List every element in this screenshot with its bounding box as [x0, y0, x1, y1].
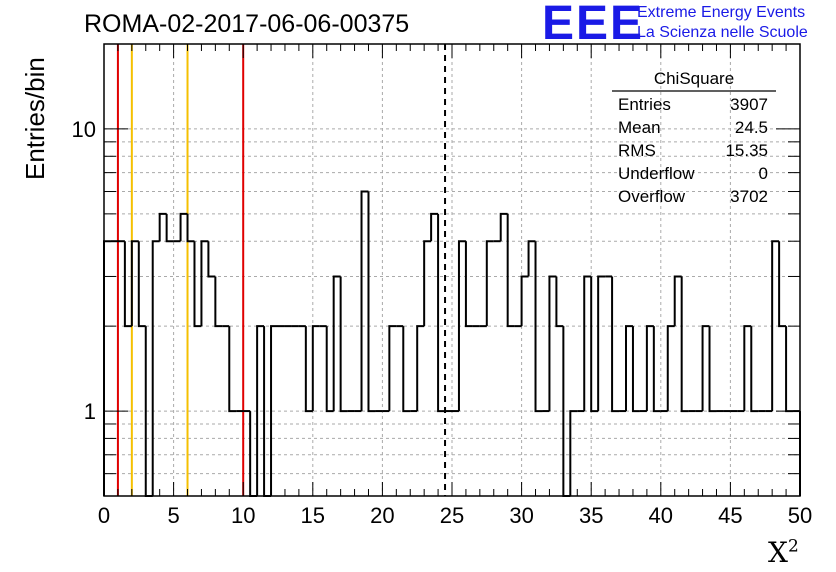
- histogram-bin: [750, 326, 759, 413]
- histogram-bin: [499, 212, 508, 242]
- x-tick-label: 20: [370, 503, 394, 528]
- histogram-bin: [457, 240, 466, 412]
- logo-line-2: La Scienza nelle Scuole: [637, 24, 808, 41]
- x-tick-label: 10: [231, 503, 255, 528]
- histogram-bin: [339, 276, 348, 413]
- histogram-bin: [304, 326, 313, 413]
- histogram-bin: [207, 241, 216, 278]
- x-tick-label: 30: [509, 503, 533, 528]
- histogram-bin: [666, 325, 675, 412]
- histogram-bin: [402, 326, 411, 413]
- histogram-bin: [214, 276, 223, 328]
- x-axis-label-base: X: [768, 536, 788, 569]
- histogram-bin: [645, 325, 654, 412]
- histogram-bin: [437, 213, 446, 413]
- stats-label-entries: Entries: [618, 95, 671, 114]
- chart-title: ROMA-02-2017-06-06-00375: [84, 10, 410, 38]
- histogram-bin: [785, 326, 794, 413]
- histogram-bin: [179, 212, 188, 242]
- histogram-bin: [367, 191, 376, 413]
- stats-label-mean: Mean: [618, 118, 661, 137]
- histogram-bin: [151, 240, 160, 496]
- histogram-bin: [590, 276, 599, 413]
- x-tick-label: 15: [301, 503, 325, 528]
- x-axis-label-superscript: 2: [787, 536, 799, 557]
- y-tick-label: 10: [72, 117, 96, 142]
- stats-label-rms: RMS: [618, 141, 656, 160]
- stats-label-overflow: Overflow: [618, 187, 686, 206]
- stats-value-rms: 15.35: [725, 141, 768, 160]
- histogram-bin: [332, 275, 341, 412]
- histogram-bin: [193, 241, 202, 328]
- histogram-bin: [123, 241, 132, 328]
- histogram-bin: [416, 325, 425, 412]
- histogram-bin: [631, 326, 640, 413]
- y-tick-label: 1: [84, 399, 96, 424]
- histogram-bin: [423, 240, 432, 327]
- histogram-bin: [701, 325, 710, 412]
- axis-ticks: [103, 43, 801, 497]
- histogram-bin: [103, 240, 111, 496]
- stats-box: ChiSquare Entries 3907 Mean 24.5 RMS 15.…: [612, 69, 776, 206]
- histogram-bin: [520, 275, 529, 327]
- histogram-bin: [256, 325, 265, 496]
- histogram-bin: [430, 212, 439, 242]
- histogram-bin: [270, 325, 278, 496]
- histogram-bin: [555, 276, 564, 328]
- histogram-bin: [527, 240, 536, 277]
- histogram-bin: [165, 213, 174, 243]
- histogram-bin: [652, 326, 661, 413]
- histogram-bin: [548, 275, 557, 412]
- histogram-bin: [137, 241, 146, 328]
- histogram-bin: [771, 240, 780, 412]
- histogram-bin: [186, 213, 195, 243]
- x-tick-label: 45: [718, 503, 742, 528]
- x-tick-label: 5: [167, 503, 179, 528]
- stats-label-underflow: Underflow: [618, 164, 695, 183]
- x-tick-label: 0: [98, 503, 110, 528]
- histogram-bin: [200, 240, 209, 327]
- stats-title: ChiSquare: [654, 69, 734, 88]
- reference-lines: [116, 44, 447, 496]
- histogram-bin: [506, 213, 515, 328]
- histogram-bin: [360, 190, 369, 412]
- histogram-bin: [625, 325, 633, 412]
- histogram-bin: [611, 276, 620, 413]
- histogram-bin: [673, 275, 682, 327]
- x-axis-label: X2: [768, 536, 799, 569]
- histogram-bin: [130, 240, 139, 327]
- histogram-bin: [311, 325, 320, 412]
- x-tick-label: 50: [788, 503, 812, 528]
- stats-value-underflow: 0: [759, 164, 768, 183]
- axis-tick-labels: 0 5 10 15 20 25 30 35 40 45 50 1 10: [72, 117, 813, 528]
- histogram-bin: [680, 276, 689, 413]
- x-tick-label: 35: [579, 503, 603, 528]
- histogram-bin: [228, 326, 237, 413]
- histogram-bin: [388, 325, 397, 412]
- histogram-bin: [464, 241, 473, 328]
- histogram-bin: [534, 241, 543, 413]
- histogram-bin: [743, 325, 752, 412]
- histogram-bin: [485, 240, 494, 327]
- histogram-bin: [569, 410, 578, 496]
- histogram-bin: [158, 212, 167, 242]
- x-tick-label: 40: [649, 503, 673, 528]
- eee-logo: EEE: [542, 0, 645, 50]
- histogram-bin: [325, 326, 334, 413]
- stats-value-mean: 24.5: [735, 118, 768, 137]
- stats-value-entries: 3907: [730, 95, 768, 114]
- logo-line-1: Extreme Energy Events: [637, 4, 806, 21]
- stats-value-overflow: 3702: [730, 187, 768, 206]
- histogram-bin: [708, 326, 717, 413]
- histogram-bin: [778, 241, 787, 328]
- x-tick-label: 25: [440, 503, 464, 528]
- histogram-bin: [597, 275, 606, 412]
- histogram-bin: [583, 275, 592, 412]
